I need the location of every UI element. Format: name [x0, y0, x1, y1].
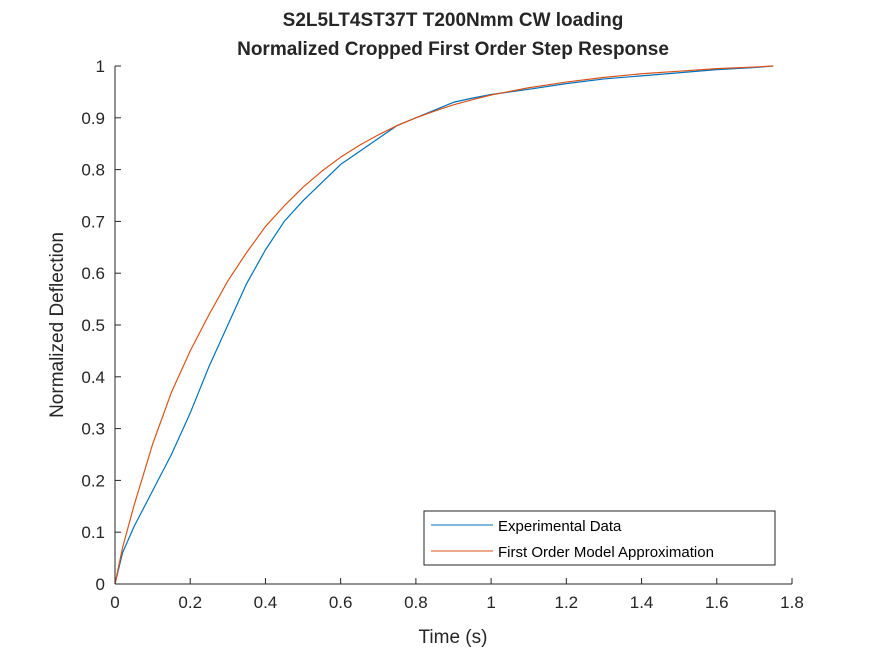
x-tick-label: 0	[110, 593, 119, 612]
x-axis-label: Time (s)	[419, 627, 488, 648]
x-tick-label: 1.8	[780, 593, 804, 612]
plot-area: 0 0.2 0.4 0.6 0.8 1 1.2 1.4 1.6 1.8 0 0.1 0.2 0.3 0.4…	[81, 57, 803, 612]
y-tick-label: 0.2	[81, 471, 105, 490]
y-tick-label: 0.7	[81, 212, 105, 231]
x-tick-label: 0.2	[178, 593, 202, 612]
y-tick-label: 0	[96, 575, 105, 594]
chart-title-line-2: Normalized Cropped First Order Step Resp…	[237, 39, 669, 60]
y-tick-label: 0.4	[81, 368, 105, 387]
plot-background	[115, 66, 792, 584]
x-tick-label: 0.4	[254, 593, 278, 612]
legend-box	[423, 510, 776, 566]
series-layer	[114, 65, 774, 585]
series-line-first-order-model	[114, 65, 774, 585]
x-tick-label: 0.6	[329, 593, 353, 612]
y-tick-label: 0.9	[81, 109, 105, 128]
y-ticks: 0 0.1 0.2 0.3 0.4 0.5 0.6 0.7 0.8 0.9 1	[81, 57, 121, 594]
y-tick-label: 0.1	[81, 523, 105, 542]
y-tick-label: 0.6	[81, 264, 105, 283]
series-line-experimental-data	[114, 65, 774, 585]
y-axis-label: Normalized Deflection	[47, 232, 68, 418]
y-tick-label: 1	[96, 57, 105, 76]
x-tick-label: 0.8	[404, 593, 428, 612]
chart-title-line-1: S2L5LT4ST37T T200Nmm CW loading	[283, 10, 624, 31]
y-tick-label: 0.8	[81, 161, 105, 180]
x-tick-label: 1.6	[705, 593, 729, 612]
x-tick-label: 1.2	[555, 593, 579, 612]
legend: Experimental Data First Order Model Appr…	[423, 510, 776, 566]
y-tick-label: 0.5	[81, 316, 105, 335]
x-tick-label: 1	[486, 593, 495, 612]
x-tick-label: 1.4	[630, 593, 654, 612]
legend-label-experimental-data: Experimental Data	[498, 518, 622, 535]
legend-label-first-order-model: First Order Model Approximation	[498, 544, 714, 561]
x-ticks: 0 0.2 0.4 0.6 0.8 1 1.2 1.4 1.6 1.8	[110, 578, 804, 612]
y-tick-label: 0.3	[81, 420, 105, 439]
